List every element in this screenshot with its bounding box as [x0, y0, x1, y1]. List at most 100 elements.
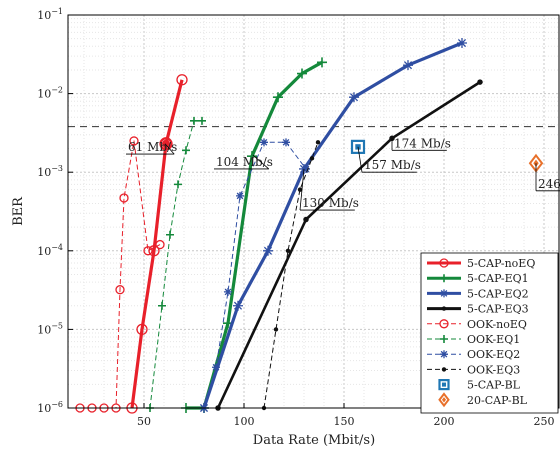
annotation-leader: [252, 154, 270, 170]
data-point: [282, 138, 290, 147]
data-point: [297, 68, 307, 79]
x-axis-ticks: 50 100 150 200 250: [137, 403, 555, 428]
data-point: [263, 245, 273, 256]
grid: [68, 15, 560, 409]
data-point: [158, 301, 166, 310]
data-point: [166, 230, 174, 239]
legend-entry: 5-CAP-noEQ: [427, 257, 535, 270]
legend-marker: [440, 350, 448, 359]
plot-frame: [67, 14, 560, 409]
annotation: 130 Mb/s: [299, 168, 359, 211]
data-point: [302, 164, 310, 173]
legend-marker: [441, 306, 447, 311]
legend-entry: OOK-EQ3: [427, 363, 520, 376]
y-tick-label: 10−1: [37, 7, 63, 22]
data-point: [176, 74, 188, 86]
legend-marker: [439, 258, 449, 268]
annotation: 157 Mb/s: [357, 146, 421, 173]
series-line: [130, 79, 184, 409]
data-point: [273, 327, 279, 332]
series-5-CAP-noEQ: [126, 74, 188, 414]
legend-label: 5-CAP-EQ3: [467, 303, 529, 316]
annotation: 174 Mb/s: [391, 136, 451, 151]
y-tick-label: 10−2: [37, 86, 63, 101]
legend-entry: 5-CAP-BL: [438, 379, 521, 392]
legend-marker: [440, 335, 448, 343]
data-point: [119, 193, 129, 203]
annotation-leader: [164, 143, 175, 155]
data-point: [198, 116, 206, 125]
data-point: [260, 138, 268, 147]
data-point: [155, 239, 165, 250]
series-line: [263, 142, 319, 409]
legend-entry: OOK-EQ1: [427, 333, 520, 346]
legend: 5-CAP-noEQ 5-CAP-EQ1 5-CAP-EQ2 5-CAP-EQ3 OOK…: [420, 252, 559, 414]
legend-label: OOK-noEQ: [467, 318, 527, 331]
y-axis-ticks: 10−6 10−5 10−4 10−3 10−2 10−1: [37, 7, 73, 415]
data-point: [115, 285, 125, 295]
series-line: [149, 120, 202, 409]
data-point: [148, 245, 160, 257]
series-OOK-EQ3: [261, 140, 321, 411]
x-tick-label: 100: [234, 415, 255, 428]
y-tick-label: 10−6: [37, 400, 63, 415]
data-point: [233, 300, 243, 311]
x-tick-label: 200: [434, 415, 455, 428]
series-line: [186, 60, 323, 410]
data-point: [182, 146, 190, 155]
y-axis-label: BER: [11, 196, 26, 226]
legend-entry: 20-CAP-BL: [438, 392, 528, 408]
data-point: [297, 187, 303, 192]
legend-label: 20-CAP-BL: [467, 394, 528, 407]
data-point: [236, 191, 244, 200]
annotation-label: 246 Mb/s: [538, 177, 560, 191]
annotation-label: 130 Mb/s: [302, 196, 359, 210]
legend-entry: 5-CAP-EQ3: [427, 303, 529, 316]
legend-label: OOK-EQ1: [467, 333, 520, 346]
data-point: [190, 116, 198, 125]
x-axis-label: Data Rate (Mbit/s): [253, 433, 375, 448]
annotations: 61 Mb/s 104 Mb/s 174 Mb/s 157 Mb/s 130 Mb/s 2…: [126, 136, 560, 211]
x-tick-label: 150: [334, 415, 355, 428]
legend-label: 5-CAP-noEQ: [467, 257, 535, 270]
data-point: [160, 138, 172, 150]
data-point: [212, 363, 220, 372]
data-point: [162, 139, 170, 148]
data-point: [224, 287, 232, 296]
annotation-leader: [299, 168, 305, 211]
data-point: [273, 92, 283, 103]
annotation-label: 174 Mb/s: [394, 136, 451, 150]
data-point: [174, 180, 182, 189]
legend-entry: OOK-EQ2: [427, 348, 520, 361]
y-tick-label: 10−4: [37, 243, 63, 258]
data-point: [136, 323, 148, 336]
legend-entry: 5-CAP-EQ1: [427, 272, 529, 285]
highlight-markers: [159, 137, 173, 151]
legend-marker: [440, 289, 448, 298]
data-point: [143, 246, 153, 256]
data-point: [309, 156, 315, 161]
data-point: [129, 136, 139, 146]
data-point: [159, 137, 173, 151]
data-point: [317, 57, 327, 68]
annotation-label: 61 Mb/s: [128, 140, 177, 154]
legend-entry: OOK-noEQ: [427, 318, 527, 331]
data-point: [477, 79, 483, 85]
annotation-label: 104 Mb/s: [216, 155, 273, 169]
legend-marker: [439, 319, 449, 329]
data-point: [247, 151, 257, 162]
y-tick-label: 10−5: [37, 321, 63, 336]
x-tick-label: 250: [534, 415, 555, 428]
x-tick-label: 50: [137, 415, 151, 428]
legend-marker: [440, 274, 448, 283]
annotation: 104 Mb/s: [214, 154, 273, 170]
data-point: [303, 216, 309, 223]
legend-marker: [441, 367, 447, 372]
series-OOK-EQ1: [146, 116, 206, 412]
annotation: 246 Mb/s: [535, 163, 560, 192]
annotation: 61 Mb/s: [126, 140, 177, 155]
y-tick-label: 10−3: [37, 164, 63, 179]
legend-label: OOK-EQ3: [467, 363, 520, 376]
data-point: [315, 140, 321, 145]
